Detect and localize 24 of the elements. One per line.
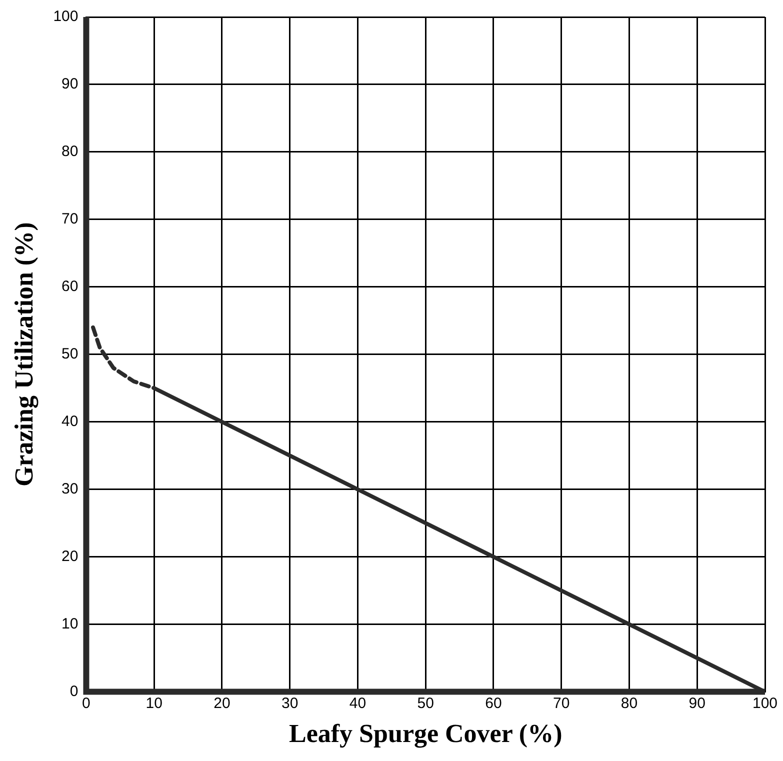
x-tick-label: 0 (82, 694, 90, 712)
x-tick-label: 100 (752, 694, 778, 712)
y-tick-label: 60 (62, 278, 78, 296)
x-tick-label: 30 (282, 694, 298, 712)
x-axis-title: Leafy Spurge Cover (%) (289, 719, 562, 748)
y-tick-label: 20 (62, 548, 78, 565)
y-tick-label: 40 (62, 413, 78, 430)
y-tick-label: 70 (62, 210, 78, 228)
y-tick-label: 0 (70, 682, 78, 700)
y-tick-label: 90 (62, 76, 78, 93)
x-tick-label: 40 (349, 694, 366, 712)
y-tick-label: 80 (62, 143, 78, 160)
x-tick-label: 20 (214, 694, 230, 712)
y-tick-label: 10 (62, 615, 78, 632)
x-tick-label: 90 (688, 694, 706, 712)
y-tick-label: 50 (62, 346, 78, 363)
x-tick-label: 50 (417, 694, 434, 712)
y-axis-title: Grazing Utilization (%) (9, 222, 38, 487)
y-tick-label: 100 (53, 8, 78, 26)
y-tick-label: 30 (62, 480, 78, 498)
x-tick-label: 80 (620, 694, 638, 712)
x-tick-label: 10 (146, 694, 162, 712)
x-tick-label: 70 (553, 694, 570, 712)
x-tick-label: 60 (485, 694, 502, 712)
